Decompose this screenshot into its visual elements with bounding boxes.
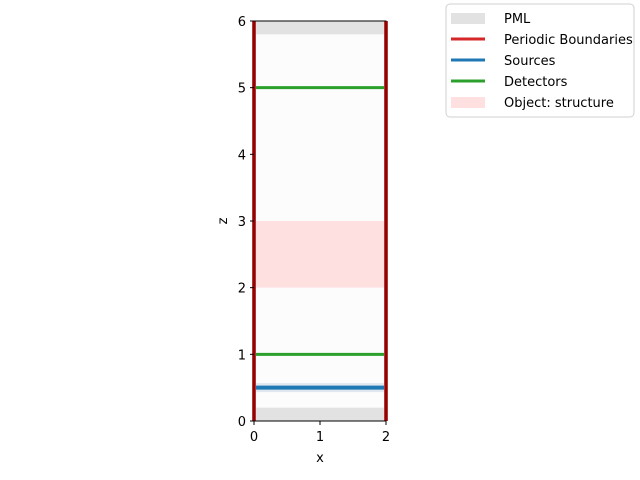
y-tick-label: 1: [238, 348, 246, 363]
x-tick-label: 1: [316, 430, 324, 445]
pml-band: [254, 407, 386, 421]
x-tick-label: 0: [250, 430, 258, 445]
legend-label: PML: [504, 12, 531, 27]
legend-label: Periodic Boundaries: [504, 33, 633, 48]
object-structure-band: [254, 221, 386, 288]
legend-box: [445, 3, 635, 118]
y-tick-label: 0: [238, 415, 246, 430]
x-axis-label: x: [316, 451, 324, 466]
y-tick-label: 3: [238, 215, 246, 230]
y-axis-label: z: [216, 217, 231, 224]
y-tick-label: 6: [238, 15, 246, 30]
y-tick-label: 2: [238, 282, 246, 297]
legend-swatch: [451, 13, 485, 24]
legend-label: Object: structure: [504, 96, 614, 111]
legend-swatch: [451, 97, 485, 108]
legend-label: Detectors: [504, 75, 568, 90]
y-tick-label: 5: [238, 82, 246, 97]
legend-label: Sources: [504, 54, 556, 69]
y-tick-label: 4: [238, 148, 246, 163]
x-tick-label: 2: [382, 430, 390, 445]
legend: PML Periodic Boundaries Sources Detectors Ob…: [445, 3, 635, 118]
pml-band: [254, 21, 386, 35]
